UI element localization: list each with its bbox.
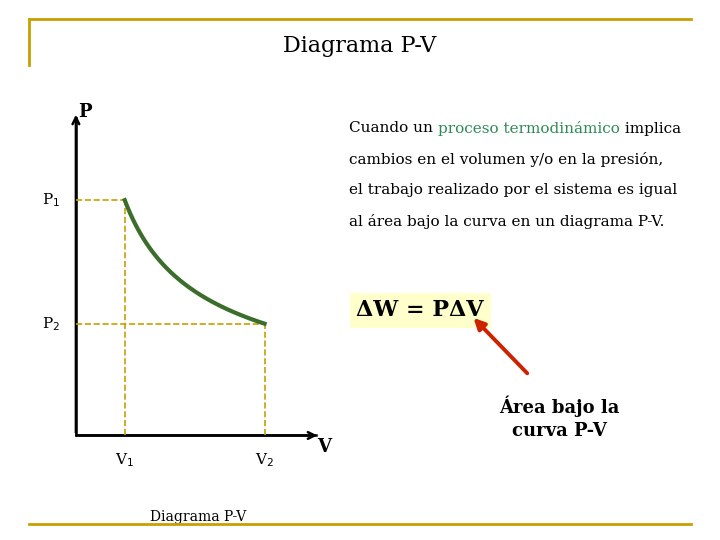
Text: V$_1$: V$_1$: [115, 451, 134, 469]
Text: V$_2$: V$_2$: [255, 451, 274, 469]
Text: V: V: [318, 438, 331, 456]
Text: implica: implica: [620, 122, 681, 136]
Text: Cuando un: Cuando un: [349, 122, 438, 136]
Text: ΔW = PΔV: ΔW = PΔV: [356, 300, 484, 321]
Text: Área bajo la
curva P-V: Área bajo la curva P-V: [500, 395, 620, 441]
Text: Diagrama P-V: Diagrama P-V: [150, 510, 246, 524]
Text: Diagrama P-V: Diagrama P-V: [283, 35, 437, 57]
Text: al área bajo la curva en un diagrama P-V.: al área bajo la curva en un diagrama P-V…: [349, 214, 665, 229]
Text: P: P: [78, 103, 91, 121]
Text: el trabajo realizado por el sistema es igual: el trabajo realizado por el sistema es i…: [349, 183, 678, 197]
Text: proceso termodinámico: proceso termodinámico: [438, 122, 620, 137]
Text: cambios en el volumen y/o en la presión,: cambios en el volumen y/o en la presión,: [349, 152, 663, 167]
Text: P$_1$: P$_1$: [42, 191, 60, 209]
Text: P$_2$: P$_2$: [42, 315, 60, 333]
